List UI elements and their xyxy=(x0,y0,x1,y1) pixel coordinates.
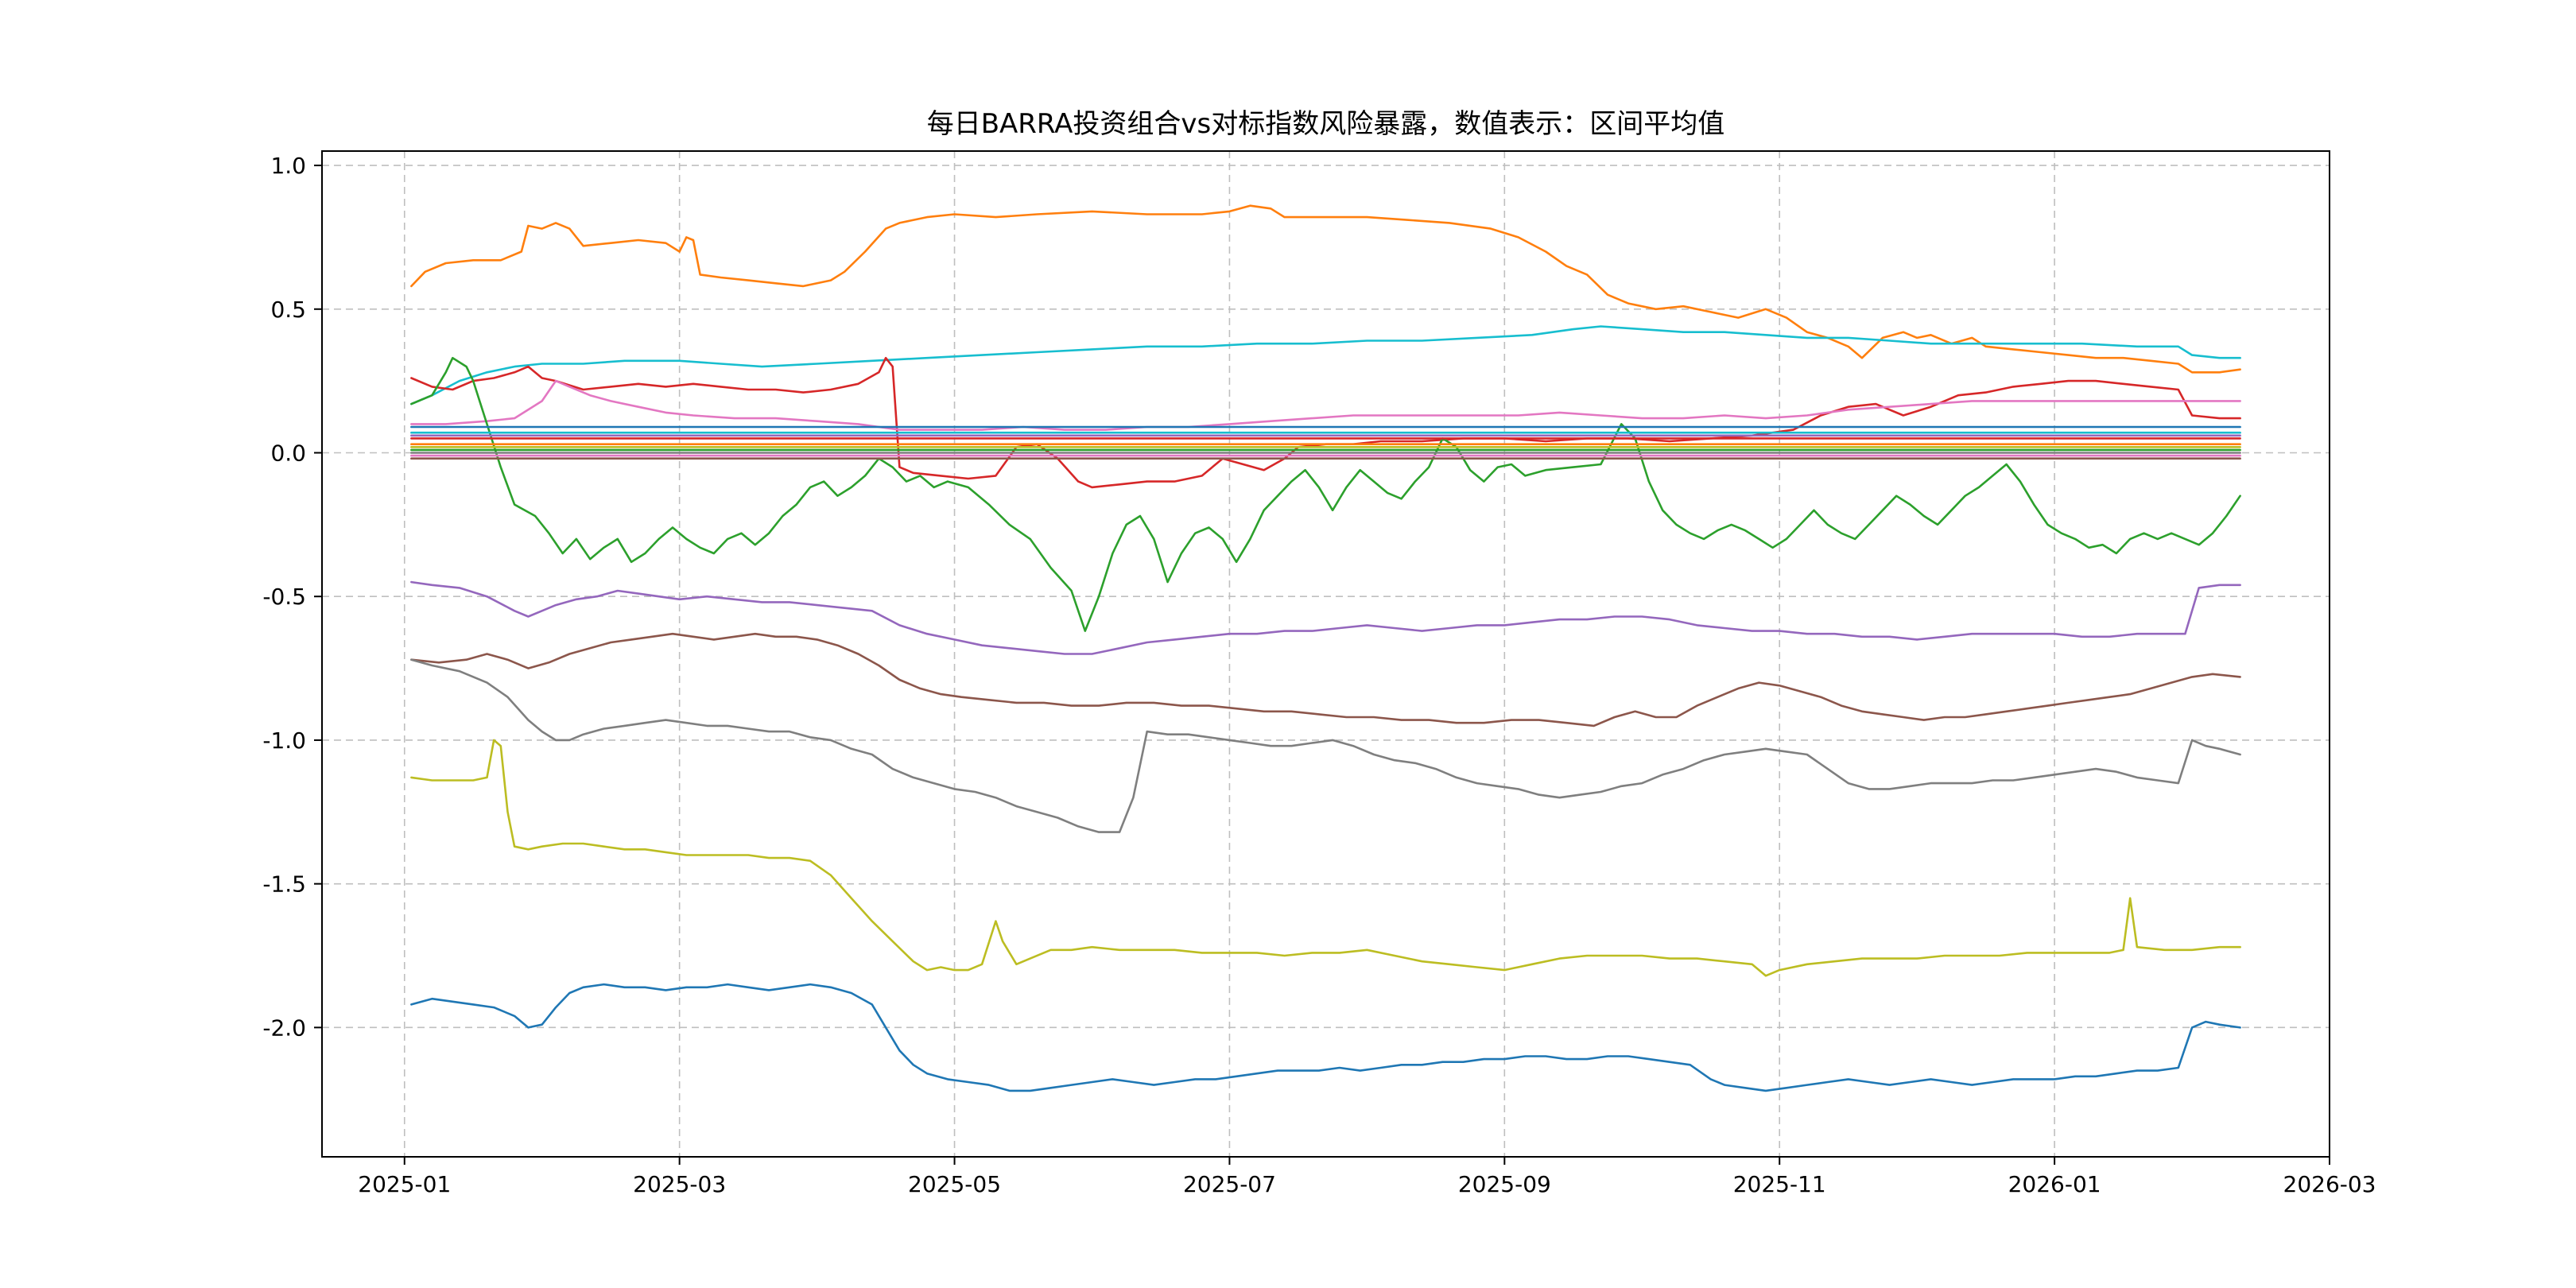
y-tick-label: -0.5 xyxy=(262,584,306,610)
series-blue-bottom xyxy=(410,983,2241,1092)
y-tick-label: -2.0 xyxy=(262,1014,306,1041)
y-tick-label: 0.0 xyxy=(270,440,306,467)
y-tick-label: 0.5 xyxy=(270,297,306,323)
series-pink xyxy=(410,379,2241,431)
series-green xyxy=(410,356,2241,632)
series-crimson xyxy=(410,356,2241,489)
y-tick-label: 1.0 xyxy=(270,153,306,179)
series-olive xyxy=(410,739,2241,977)
x-tick-label: 2025-01 xyxy=(358,1171,451,1197)
y-tick-label: -1.5 xyxy=(262,871,306,898)
x-tick-label: 2025-07 xyxy=(1183,1171,1276,1197)
chart-title: 每日BARRA投资组合vs对标指数风险暴露，数值表示：区间平均值 xyxy=(926,108,1725,140)
series-gray xyxy=(410,658,2241,833)
series-orange-top xyxy=(410,204,2241,374)
x-tick-label: 2025-11 xyxy=(1733,1171,1826,1197)
y-tick-label: -1.0 xyxy=(262,727,306,754)
x-tick-label: 2025-09 xyxy=(1458,1171,1551,1197)
series-purple xyxy=(410,580,2241,655)
series-cyan xyxy=(410,325,2241,405)
x-tick-label: 2025-03 xyxy=(633,1171,726,1197)
x-tick-label: 2025-05 xyxy=(908,1171,1001,1197)
axes-spines xyxy=(321,150,2330,1158)
x-tick-label: 2026-03 xyxy=(2283,1171,2376,1197)
series-brown xyxy=(410,632,2241,727)
x-tick-label: 2026-01 xyxy=(2008,1171,2101,1197)
